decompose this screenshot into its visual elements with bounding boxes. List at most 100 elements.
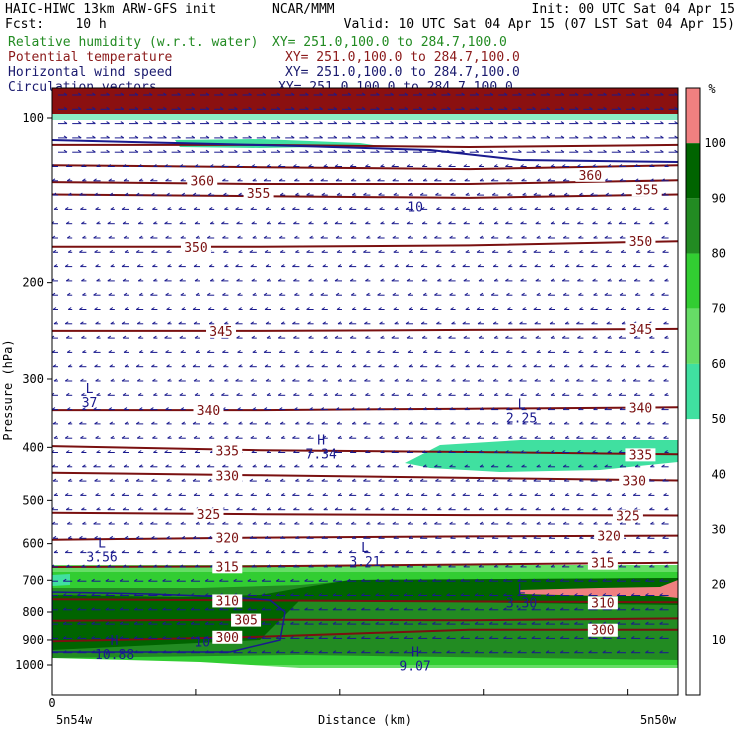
circulation-vector-head — [422, 292, 427, 296]
circulation-vector-head — [337, 264, 342, 268]
circulation-vector-head — [520, 335, 524, 339]
circulation-vector-head — [205, 106, 210, 110]
circulation-vector-head — [660, 149, 664, 153]
circulation-vector-head — [179, 335, 184, 339]
circulation-vector-head — [660, 121, 664, 125]
circulation-vector-head — [77, 135, 82, 139]
circulation-vector-head — [124, 535, 129, 539]
circulation-vector-head — [334, 164, 339, 167]
circulation-vector-head — [319, 121, 323, 125]
y-tick-label: 400 — [22, 440, 44, 454]
circulation-vector-head — [631, 92, 636, 96]
circulation-vector-head — [461, 149, 465, 153]
circulation-vector-head — [488, 593, 493, 596]
circulation-vector-head — [165, 349, 169, 353]
circulation-vector-head — [276, 92, 281, 96]
circulation-vector-head — [123, 292, 128, 296]
circulation-vector-head — [417, 635, 422, 639]
circulation-vector-head — [306, 478, 310, 482]
circulation-vector-head — [465, 192, 470, 196]
circulation-vector-head — [304, 635, 308, 639]
circulation-vector-head — [621, 378, 626, 382]
circulation-vector-head — [81, 507, 85, 511]
circulation-vector-head — [151, 535, 155, 539]
circulation-vector-head — [650, 521, 654, 525]
circulation-vector-head — [406, 564, 411, 568]
circulation-vector-head — [177, 121, 181, 125]
circulation-vector-head — [265, 435, 270, 439]
colorbar-unit: % — [708, 82, 716, 96]
circulation-vector-head — [82, 349, 86, 353]
circulation-vector-head — [334, 221, 339, 225]
circulation-vector-head — [421, 564, 426, 568]
circulation-vector-head — [432, 635, 436, 639]
circulation-vector-head — [489, 135, 494, 139]
circulation-vector-head — [238, 249, 242, 253]
circulation-vector-head — [63, 149, 68, 153]
circulation-vector-head — [462, 378, 467, 382]
circulation-vector-head — [435, 421, 439, 425]
circulation-vector-head — [290, 593, 294, 596]
circulation-vector-head — [107, 164, 112, 167]
theta-label: 335 — [216, 444, 239, 459]
circulation-vector-head — [122, 164, 127, 167]
circulation-vector-head — [361, 92, 366, 96]
circulation-vector-head — [403, 607, 408, 611]
circulation-vector-head — [648, 206, 652, 210]
circulation-vector-head — [465, 478, 470, 482]
circulation-vector-head — [346, 621, 351, 625]
circulation-vector-head — [631, 121, 636, 125]
circulation-vector-head — [521, 464, 525, 468]
circulation-vector-head — [109, 249, 114, 253]
circulation-vector-head — [163, 135, 167, 139]
circulation-vector-head — [633, 564, 638, 568]
circulation-vector-head — [176, 650, 181, 654]
circulation-vector-head — [167, 321, 171, 325]
circulation-vector-head — [562, 464, 567, 468]
circulation-vector-head — [664, 450, 668, 453]
circulation-vector-head — [378, 192, 382, 196]
circulation-vector-head — [323, 221, 328, 225]
circulation-vector-head — [122, 278, 127, 282]
circulation-vector-head — [275, 621, 280, 625]
circulation-vector-head — [194, 164, 199, 167]
circulation-vector-head — [96, 164, 100, 167]
circulation-vector-head — [547, 349, 552, 353]
circulation-vector-head — [476, 364, 481, 368]
circulation-vector-head — [432, 621, 436, 625]
circulation-vector-head — [318, 635, 323, 639]
circulation-vector-head — [490, 464, 495, 468]
circulation-vector-head — [247, 578, 252, 582]
circulation-vector-head — [361, 593, 365, 596]
circulation-vector-head — [577, 392, 581, 396]
circulation-vector-head — [492, 378, 497, 382]
circulation-vector-head — [180, 349, 185, 353]
circulation-vector-head — [619, 407, 624, 411]
circulation-vector-head — [436, 550, 440, 554]
circulation-vector-head — [94, 192, 98, 196]
circulation-vector-head — [164, 335, 168, 339]
theta-label: 360 — [190, 174, 213, 189]
circulation-vector-head — [348, 550, 353, 554]
circulation-vector-head — [634, 349, 639, 353]
circulation-vector-head — [648, 264, 652, 268]
circulation-vector-head — [307, 435, 311, 439]
circulation-vector-head — [589, 106, 593, 110]
circulation-vector-head — [94, 535, 98, 539]
circulation-vector-head — [561, 392, 566, 396]
circulation-vector-head — [578, 235, 582, 239]
circulation-vector-head — [53, 206, 58, 210]
circulation-vector-head — [432, 121, 437, 125]
circulation-vector-head — [662, 478, 666, 482]
circulation-vector-head — [376, 121, 380, 125]
circulation-vector-head — [195, 464, 200, 468]
circulation-vector-head — [136, 378, 141, 382]
circulation-vector-head — [224, 264, 228, 268]
circulation-vector-head — [77, 650, 81, 654]
circulation-vector-head — [550, 564, 555, 568]
circulation-vector-head — [503, 578, 507, 582]
circulation-vector-head — [208, 321, 213, 325]
circulation-vector-head — [534, 264, 539, 268]
circulation-vector-head — [435, 249, 439, 253]
circulation-vector-head — [66, 178, 71, 182]
